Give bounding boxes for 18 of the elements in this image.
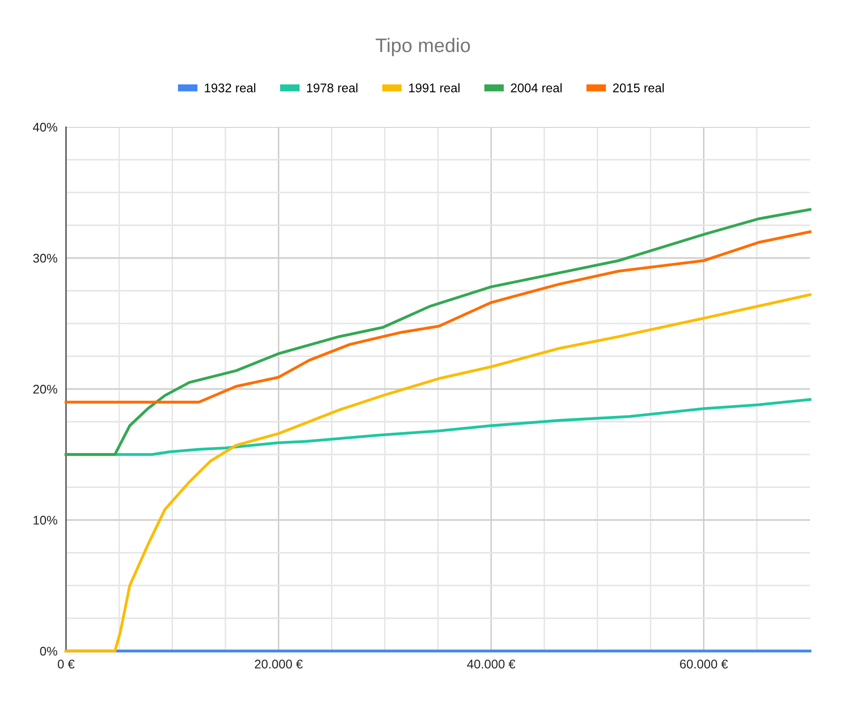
x-tick-label: 20.000 € (254, 660, 303, 669)
line-series (64, 293, 812, 652)
legend-label: 2015 real (613, 83, 664, 92)
legend-label: 1991 real (409, 83, 460, 92)
x-tick-label: 60.000 € (680, 660, 728, 669)
line-series (64, 230, 812, 404)
legend-label: 2004 real (510, 83, 562, 92)
y-tick-label: 30% (33, 254, 58, 263)
x-tick-label: 0 € (58, 660, 75, 669)
y-tick-label: 20% (33, 384, 58, 394)
chart-title: Tipo medio (376, 38, 470, 56)
legend-label: 1932 real (204, 83, 256, 92)
x-tick-label: 40.000 € (467, 660, 516, 669)
y-tick-label: 10% (34, 516, 58, 525)
y-tick-label: 0% (40, 646, 58, 656)
legend-label: 1978 real (307, 83, 358, 92)
line-series (64, 208, 812, 456)
y-tick-label: 40% (32, 122, 58, 132)
